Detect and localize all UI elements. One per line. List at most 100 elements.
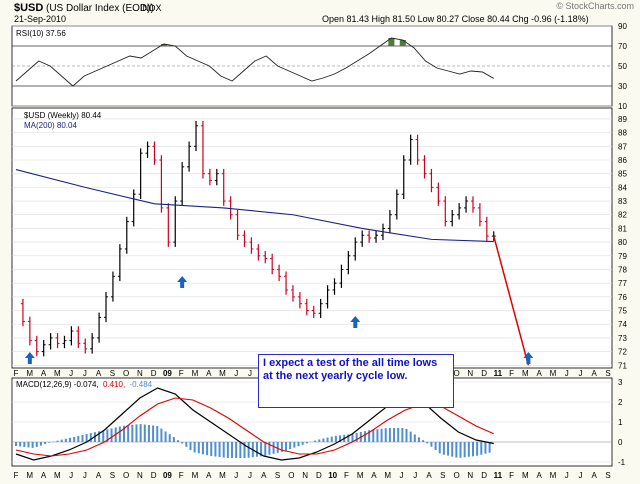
macd-histogram-bar [264,442,267,456]
macd-histogram-bar [463,442,466,458]
macd-histogram-bar [480,442,483,455]
macd-histogram-bar [127,425,130,442]
month-label: A [206,369,212,378]
month-label: A [96,369,102,378]
month-label: S [605,471,610,480]
macd-histogram-bar [185,442,188,447]
price-tick-label: 78 [618,265,627,274]
macd-histogram-bar [39,442,42,446]
macd-histogram-bar [143,424,146,442]
macd-histogram-bar [147,425,150,442]
macd-histogram-bar [467,442,470,457]
macd-histogram-bar [15,442,17,446]
month-label: J [83,471,87,480]
macd-histogram-bar [193,442,196,453]
macd-histogram-bar [118,426,121,442]
macd-histogram-bar [355,432,358,442]
price-tick-label: 80 [618,238,627,247]
month-label: A [206,471,212,480]
macd-histogram-bar [48,442,51,443]
month-label: J [234,369,238,378]
ohlc-stats: Open 81.43 High 81.50 Low 80.27 Close 80… [322,14,589,24]
month-label: M [192,471,199,480]
macd-histogram-bar [297,442,300,447]
macd-histogram-bar [301,442,304,445]
month-label: D [316,471,322,480]
macd-histogram-bar [160,428,163,442]
macd-histogram-bar [247,442,250,458]
month-label: M [26,471,33,480]
month-label: F [14,369,19,378]
macd-histogram-bar [334,435,337,442]
macd-histogram-bar [285,442,288,451]
rsi-overbought-fill [160,44,167,46]
macd-histogram-bar [81,434,84,442]
macd-histogram-bar [268,442,271,455]
macd-histogram-bar [73,436,76,442]
macd-tick-label: 3 [618,378,623,387]
month-label: M [219,471,226,480]
month-label: M [357,471,364,480]
macd-histogram-bar [102,430,105,442]
rsi-tick-label: 10 [618,102,627,111]
month-label: J [565,471,569,480]
macd-histogram-bar [272,442,275,454]
macd-histogram-bar [422,440,425,442]
macd-histogram-bar [139,424,142,442]
month-label: A [371,471,377,480]
macd-histogram-bar [222,442,225,458]
macd-histogram-bar [19,442,22,447]
macd-histogram-bar [397,428,400,442]
macd-histogram-bar [44,442,47,445]
month-label: F [179,369,184,378]
macd-histogram-bar [35,442,38,447]
month-label: 09 [163,369,172,378]
macd-histogram-bar [318,439,321,442]
macd-histogram-bar [372,429,375,442]
month-label: D [151,471,157,480]
macd-histogram-bar [135,424,138,442]
macd-histogram-bar [484,442,487,454]
cycle-low-arrow [177,276,188,288]
macd-histogram-bar [168,434,171,442]
month-label: M [384,471,391,480]
macd-histogram-bar [339,435,342,442]
month-label: F [509,369,514,378]
price-tick-label: 73 [618,334,627,343]
rsi-panel: RSI(10) 37.56 90 70 50 30 10 [11,22,627,111]
macd-histogram-bar [305,442,308,444]
up-arrow-icon [523,352,534,364]
month-label: M [26,369,33,378]
month-label: M [192,369,199,378]
macd-histogram-bar [27,442,30,448]
up-arrow-icon [24,352,35,364]
price-tick-label: 88 [618,129,627,138]
macd-histogram-bar [363,431,366,442]
macd-histogram-bar [293,442,296,448]
month-label: A [592,369,598,378]
macd-histogram-bar [388,428,391,442]
macd-histogram-bar [64,438,67,442]
month-label: M [522,471,529,480]
macd-histogram-bar [164,431,167,442]
macd-histogram-bar [197,442,200,454]
month-label: F [14,471,19,480]
macd-histogram-bar [56,440,59,442]
macd-histogram-bar [235,442,238,458]
macd-histogram-bar [476,442,479,456]
rsi-tick-label: 30 [618,82,627,91]
macd-histogram-bar [451,442,454,457]
month-label: M [54,369,61,378]
cycle-low-arrow [523,352,534,364]
price-legend: $USD (Weekly) 80.44 [24,111,102,120]
month-label: A [41,471,47,480]
macd-tick-label: -1 [618,458,626,467]
month-label: N [467,471,473,480]
macd-histogram-bar [471,442,474,457]
price-tick-label: 83 [618,197,627,206]
month-label: S [110,471,115,480]
month-label: J [413,471,417,480]
macd-histogram-bar [347,434,350,442]
month-label: J [83,369,87,378]
